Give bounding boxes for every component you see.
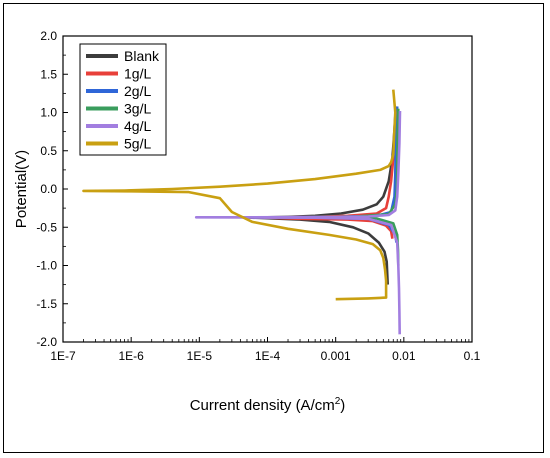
- y-tick-label: -0.5: [36, 220, 57, 234]
- series-line-4g-l: [194, 110, 402, 335]
- legend-label: 4g/L: [124, 118, 151, 134]
- y-tick-label: -1.0: [36, 259, 57, 273]
- y-axis-ticks: -2.0 -1.5 -1.0 -0.5 0.0 0.5 1.0 1.5 2.0: [36, 29, 68, 349]
- x-tick-label: 1E-4: [255, 349, 281, 363]
- y-tick-label: 1.0: [40, 106, 57, 120]
- y-tick-label: 2.0: [40, 29, 57, 43]
- series-line-3g-l: [298, 108, 400, 266]
- x-tick-label: 1E-5: [187, 349, 213, 363]
- y-tick-label: 1.5: [40, 67, 57, 81]
- series-line-blank: [245, 116, 397, 285]
- x-tick-label: 1E-7: [50, 349, 76, 363]
- x-tick-label: 0.01: [392, 349, 416, 363]
- x-axis-title-sup: 2: [335, 396, 341, 407]
- x-tick-label: 0.001: [321, 349, 351, 363]
- legend-label: 5g/L: [124, 136, 151, 152]
- y-axis-title: Potential(V): [13, 150, 30, 228]
- y-tick-label: -2.0: [36, 335, 57, 349]
- series-line-5g-l: [82, 89, 397, 301]
- series-layer: [82, 89, 402, 335]
- legend: Blank 1g/L2g/L 3g/L4g/L 5g/L: [79, 43, 167, 156]
- y-tick-label: 0.5: [40, 144, 57, 158]
- legend-label: 1g/L: [124, 66, 151, 82]
- legend-box: [79, 43, 167, 156]
- x-axis-title-end: ): [340, 397, 345, 414]
- x-tick-label: 0.1: [464, 349, 481, 363]
- legend-label: 3g/L: [124, 101, 151, 117]
- x-axis-title-main: Current density (A/cm: [190, 397, 335, 414]
- x-axis-title: Current density (A/cm2): [190, 396, 346, 414]
- legend-label: 2g/L: [124, 83, 151, 99]
- y-tick-label: 0.0: [40, 182, 57, 196]
- x-axis-ticks: 1E-7 1E-6 1E-5 1E-4 0.001 0.01 0.1: [50, 337, 481, 363]
- y-tick-label: -1.5: [36, 297, 57, 311]
- legend-label: Blank: [124, 48, 160, 64]
- x-tick-label: 1E-6: [118, 349, 144, 363]
